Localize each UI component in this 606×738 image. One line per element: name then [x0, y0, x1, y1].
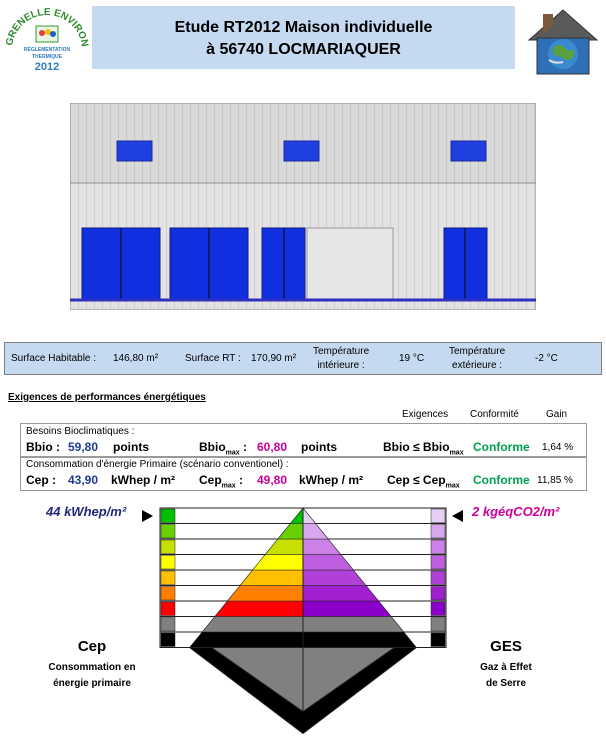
bbio-rule: Bbio ≤ Bbiomax [383, 440, 464, 457]
cep-caption-line2: énergie primaire [53, 678, 131, 689]
energy-pyramid-band [201, 616, 304, 633]
energy-scale-swatch [160, 508, 176, 523]
column-exigences: Exigences [402, 409, 449, 420]
cep-conformity: Conforme [473, 473, 530, 487]
temperature-exterieure-value: -2 °C [535, 353, 558, 364]
svg-text:2012: 2012 [35, 61, 59, 73]
ges-pyramid-band [302, 631, 418, 648]
energy-scale-swatch [160, 586, 176, 601]
title-box: Etude RT2012 Maison individuelle à 56740… [92, 6, 515, 69]
ges-diagram-title: GES [490, 638, 522, 655]
cep-max-value: 49,80 [257, 473, 288, 487]
ges-scale-swatch [430, 601, 446, 616]
column-conformite: Conformité [470, 409, 519, 420]
energy-scale-swatch [160, 617, 176, 632]
surface-habitable-label: Surface Habitable : [11, 353, 97, 364]
ges-pyramid-band [302, 600, 392, 617]
house-facade [70, 103, 536, 310]
bbio-conformity: Conforme [473, 440, 530, 454]
bbio-value: 59,80 [68, 440, 99, 454]
surface-habitable-value: 146,80 m² [113, 353, 159, 364]
energy-scale-swatch [160, 555, 176, 570]
cep-diagram-title: Cep [77, 638, 107, 655]
bbio-label: Bbio : [26, 440, 60, 454]
energy-pyramid-band [188, 631, 304, 648]
temperature-interieure-label-line2: intérieure : [317, 359, 365, 371]
ges-pyramid-band [302, 585, 380, 602]
cep-box: Consommation d'énergie Primaire (scénari… [20, 456, 587, 491]
energy-scale-swatch [160, 539, 176, 554]
ges-scale-swatch [430, 555, 446, 570]
cep-value: 43,90 [68, 473, 99, 487]
ges-scale-swatch [430, 617, 446, 632]
svg-text:RÉGLEMENTATION: RÉGLEMENTATION [24, 45, 71, 53]
column-gain: Gain [546, 409, 568, 420]
bbio-section-label: Besoins Bioclimatiques : [26, 426, 135, 437]
ges-indicator-value: 2 kgéqCO2/m² [472, 504, 560, 519]
energy-ges-diagram [142, 507, 463, 735]
bbio-box: Besoins Bioclimatiques : Bbio : 59,80 po… [20, 423, 587, 458]
info-band: Surface Habitable : 146,80 m² Surface RT… [4, 342, 602, 375]
cep-gain: 11,85 % [537, 475, 573, 486]
temperature-exterieure-label: Température extérieure : [449, 343, 505, 374]
energy-scale-swatch [160, 524, 176, 539]
ges-scale-swatch [430, 632, 446, 647]
cep-section-label: Consommation d'énergie Primaire (scénari… [26, 459, 289, 470]
ges-pyramid-band [302, 616, 405, 633]
cep-rule: Cep ≤ Cepmax [387, 473, 460, 490]
ges-scale-swatch [430, 539, 446, 554]
page-title-line1: Etude RT2012 Maison individuelle [174, 19, 433, 36]
grenelle-logo: GRENELLE ENVIRONNEMENT RÉGLEMENTATION TH… [2, 2, 90, 73]
bbio-max-unit: points [301, 440, 337, 454]
surface-rt-value: 170,90 m² [251, 353, 297, 364]
ges-scale-swatch [430, 508, 446, 523]
ges-scale-swatch [430, 570, 446, 585]
ges-indicator-arrow-icon [452, 510, 463, 522]
energy-pyramid-band [226, 585, 304, 602]
page-title-line2: à 56740 LOCMARIAQUER [206, 41, 401, 58]
energy-scale-swatch [160, 601, 176, 616]
house-globe-icon [527, 9, 599, 75]
energy-scale-swatch [160, 570, 176, 585]
energy-pyramid-band [214, 600, 304, 617]
ges-caption-line1: Gaz à Effet [480, 662, 532, 673]
ges-scale-swatch [430, 586, 446, 601]
energy-scale-swatch [160, 632, 176, 647]
bbio-max-label: Bbiomax : [199, 440, 248, 457]
cep-unit: kWhep / m² [111, 473, 176, 487]
temperature-interieure-label: Température intérieure : [313, 343, 369, 374]
cep-max-unit: kWhep / m² [299, 473, 364, 487]
temperature-exterieure-label-line2: extérieure : [452, 359, 503, 371]
svg-text:THERMIQUE: THERMIQUE [32, 54, 63, 60]
cep-indicator-value: 44 kWhep/m² [46, 504, 127, 519]
ges-caption-line2: de Serre [485, 678, 527, 689]
ges-scale-swatch [430, 524, 446, 539]
cep-max-label: Cepmax : [199, 473, 244, 490]
temperature-interieure-value: 19 °C [399, 353, 425, 364]
temperature-exterieure-label-line1: Température [449, 345, 506, 357]
bbio-max-value: 60,80 [257, 440, 288, 454]
cep-label: Cep : [26, 473, 56, 487]
temperature-interieure-label-line1: Température [313, 345, 370, 357]
bbio-unit: points [113, 440, 149, 454]
cep-caption-line1: Consommation en [48, 662, 136, 673]
cep-indicator-arrow-icon [142, 510, 153, 522]
surface-rt-label: Surface RT : [185, 353, 241, 364]
bbio-gain: 1,64 % [542, 442, 574, 453]
requirements-heading: Exigences de performances énergétiques [8, 392, 206, 403]
